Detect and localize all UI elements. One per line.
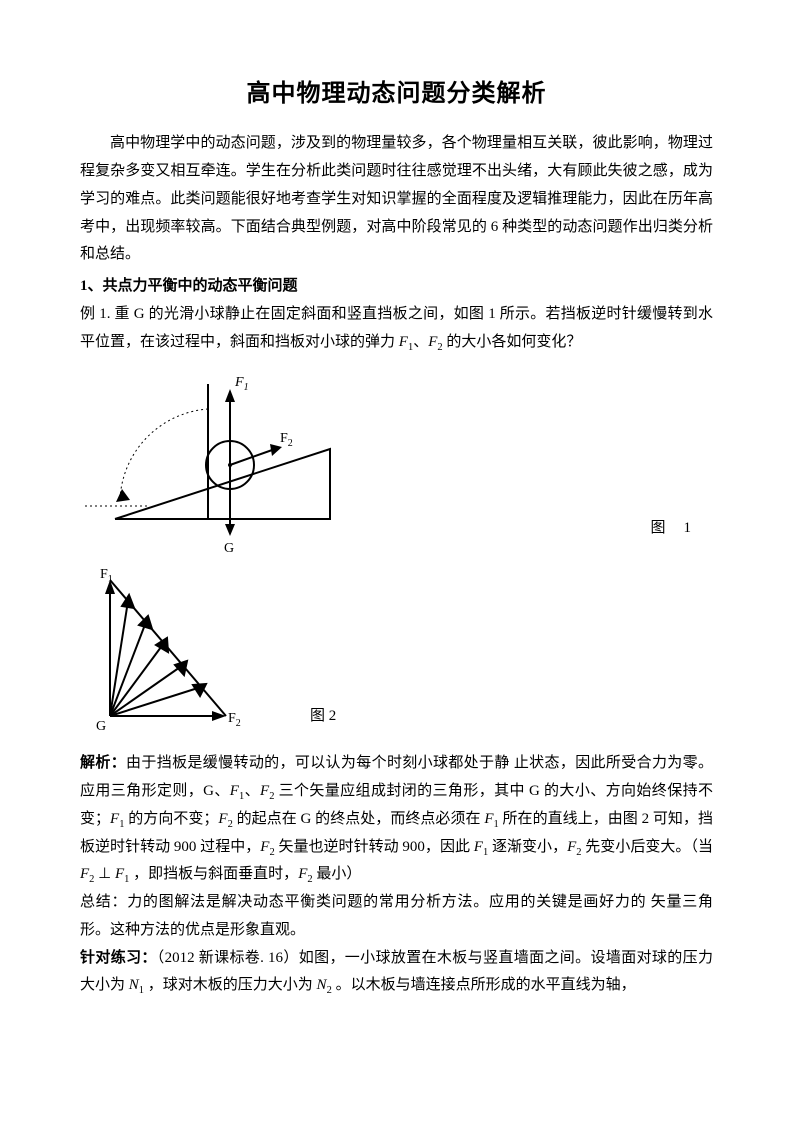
fig1-cap-num: 1 [684, 520, 710, 536]
analysis-paragraph: 解析：由于挡板是缓慢转动的，可以认为每个时刻小球都处于静 止状态，因此所受合力为… [80, 750, 713, 889]
figure-2-svg: F1 F2 G [80, 566, 250, 736]
a-1j: ，即挡板与斜面垂直时， [129, 866, 298, 882]
svg-text:F1: F1 [234, 375, 249, 393]
svg-text:F1: F1 [100, 567, 113, 585]
example-1-text: 例 1. 重 G 的光滑小球静止在固定斜面和竖直挡板之间，如图 1 所示。若挡板… [80, 301, 713, 357]
a-1b: 、 [244, 783, 260, 799]
example-1-sep: 、 [413, 334, 428, 350]
fig2-F1-sub: 1 [108, 574, 113, 585]
summary-paragraph: 总结：力的图解法是解决动态平衡类问题的常用分析方法。应用的关键是画好力的 矢量三… [80, 889, 713, 945]
fig2-F2: F [228, 711, 236, 726]
a-1i: 先变小后变大。（当 [582, 839, 713, 855]
fig1-cap-pre: 图 [650, 520, 683, 536]
fig2-F1: F [100, 567, 108, 582]
a-perp: ⊥ [94, 866, 115, 882]
fig1-F1: F [234, 375, 244, 390]
fig1-F1-sub: 1 [244, 382, 249, 393]
example-1-pre: 例 1. 重 G 的光滑小球静止在固定斜面和竖直挡板之间，如图 1 所示。若挡板… [80, 306, 713, 350]
fig2-G: G [96, 719, 106, 734]
p-mid: ，球对木板的压力大小为 [144, 977, 317, 993]
figure-1-svg: F1 F2 G [80, 364, 350, 554]
fig1-G: G [224, 541, 234, 554]
p-N1: N [129, 977, 139, 993]
a-F1d: F [474, 839, 483, 855]
page-title: 高中物理动态问题分类解析 [80, 72, 713, 116]
a-F1: F [230, 783, 239, 799]
fig1-F2-sub: 2 [288, 438, 293, 449]
intro-paragraph: 高中物理学中的动态问题，涉及到的物理量较多，各个物理量相互关联，彼此影响，物理过… [80, 130, 713, 269]
p-N2: N [317, 977, 327, 993]
a-F2: F [260, 783, 269, 799]
a-1e: 的起点在 G 的终点处，而终点必须在 [233, 811, 484, 827]
sym-F1-F: F [399, 334, 408, 350]
a-1k: 最小） [313, 866, 362, 882]
p-end: 。以木板与墙连接点所形成的水平直线为轴， [332, 977, 636, 993]
section-1-heading: 1、共点力平衡中的动态平衡问题 [80, 273, 713, 301]
a-1g: 矢量也逆时针转动 900，因此 [275, 839, 474, 855]
a-F2b: F [218, 811, 227, 827]
a-F2f: F [298, 866, 307, 882]
a-F2e: F [80, 866, 89, 882]
svg-text:F2: F2 [228, 711, 241, 729]
a-F1b: F [110, 811, 119, 827]
practice-paragraph: 针对练习：（2012 新课标卷. 16）如图，一小球放置在木板与竖直墙面之间。设… [80, 945, 713, 1001]
a-F2d: F [567, 839, 576, 855]
figure-2-caption: 图 2 [310, 703, 336, 737]
example-1-post: 的大小各如何变化？ [443, 334, 582, 350]
fig2-F2-sub: 2 [236, 718, 241, 729]
svg-text:F2: F2 [280, 431, 293, 449]
fig1-F2: F [280, 431, 288, 446]
figure-1-row: F1 F2 G 图1 [80, 364, 713, 554]
practice-head: 针对练习： [80, 950, 157, 966]
analysis-head: 解析： [80, 755, 126, 771]
figure-2-row: F1 F2 G 图 2 [80, 566, 713, 736]
a-F1e: F [115, 866, 124, 882]
a-1d: 的方向不变； [124, 811, 218, 827]
figure-1-caption: 图1 [650, 515, 713, 555]
a-1h: 逐渐变小， [488, 839, 567, 855]
sym-F2-F: F [428, 334, 437, 350]
